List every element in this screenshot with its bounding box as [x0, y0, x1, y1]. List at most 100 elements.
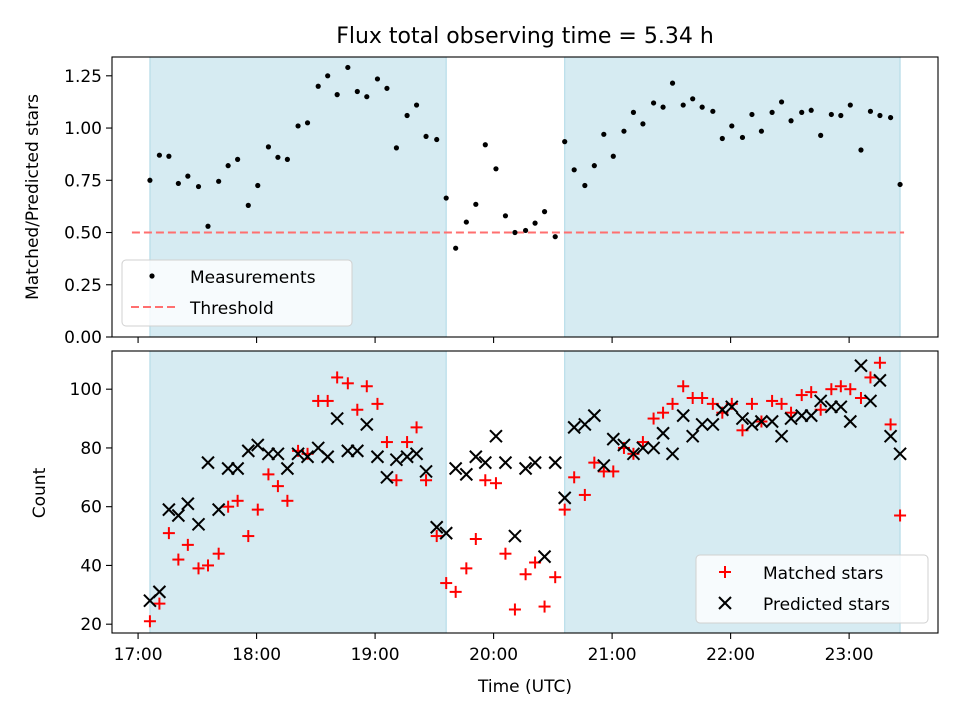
measurement-point	[482, 142, 488, 148]
measurement-point	[147, 177, 153, 183]
top-measurement-points	[147, 64, 903, 251]
matched-star-point	[825, 383, 838, 396]
predicted-star-point	[478, 455, 493, 470]
matched-star-point	[331, 371, 344, 384]
measurement-point	[255, 182, 261, 189]
measurement-point	[245, 202, 251, 208]
matched-star-point	[212, 547, 225, 560]
legend-matched-label: Matched stars	[763, 564, 883, 584]
predicted-star-point	[469, 450, 483, 464]
predicted-star-point	[745, 417, 759, 432]
legend-predicted-marker	[718, 596, 732, 610]
matched-star-point	[538, 600, 551, 613]
predicted-star-point	[518, 461, 533, 476]
measurement-point	[175, 180, 181, 187]
measurement-point	[443, 195, 449, 201]
matched-star-point	[479, 474, 492, 487]
measurement-point	[858, 147, 864, 153]
xtick-label: 17:00	[114, 645, 163, 665]
matched-star-point	[588, 456, 601, 469]
measurement-point	[235, 156, 241, 162]
predicted-star-point	[863, 394, 878, 408]
measurement-point	[630, 109, 637, 115]
measurement-point	[650, 100, 657, 106]
matched-star-point	[351, 403, 364, 416]
matched-star-point	[508, 603, 521, 616]
top-legend: Measurements Threshold	[121, 259, 353, 327]
matched-star-point	[162, 527, 175, 540]
matched-star-point	[262, 468, 275, 481]
predicted-star-point	[695, 417, 709, 432]
predicted-star-point	[350, 444, 365, 458]
matched-star-point	[192, 562, 205, 575]
measurement-point	[166, 153, 172, 159]
predicted-star-point	[508, 529, 522, 543]
predicted-star-point	[765, 414, 779, 429]
predicted-star-point	[380, 470, 394, 485]
top-legend-box	[121, 259, 353, 327]
predicted-star-point	[241, 444, 255, 458]
predicted-star-point	[824, 400, 839, 414]
measurement-point	[334, 92, 340, 98]
matched-star-point	[499, 547, 512, 560]
predicted-star-point	[430, 520, 444, 534]
predicted-star-point	[221, 461, 235, 476]
measurement-point	[502, 213, 509, 219]
matched-star-point	[222, 500, 235, 513]
measurement-point	[185, 173, 191, 179]
measurement-point	[404, 112, 410, 119]
top-ytick-label: 0.25	[64, 276, 102, 296]
predicted-star-point	[795, 408, 809, 423]
top-ytick-label: 0.75	[64, 171, 102, 191]
measurement-point	[828, 111, 834, 118]
matched-star-point	[657, 406, 670, 419]
predicted-star-point	[626, 447, 641, 461]
matched-star-point	[341, 377, 354, 390]
matched-star-point	[805, 386, 818, 399]
matched-star-point	[844, 383, 857, 396]
predicted-star-point	[280, 461, 295, 476]
matched-star-point	[834, 380, 847, 393]
predicted-star-point	[656, 426, 670, 440]
xtick-label: 22:00	[706, 645, 755, 665]
measurement-point	[680, 102, 686, 108]
measurement-point	[205, 223, 211, 229]
measurement-point	[473, 201, 479, 207]
matched-star-point	[884, 418, 897, 431]
top-x-ticks	[137, 337, 850, 343]
top-y-axis-label: Matched/Predicted stars	[23, 94, 43, 300]
measurement-point	[769, 109, 775, 115]
predicted-star-point	[448, 461, 463, 476]
predicted-star-point	[715, 403, 730, 417]
predicted-star-point	[893, 447, 907, 461]
matched-star-point	[785, 406, 798, 419]
predicted-star-point	[489, 429, 503, 443]
predicted-star-point	[370, 450, 385, 464]
predicted-star-point	[636, 441, 650, 455]
matched-star-point	[854, 392, 867, 404]
predicted-star-point	[291, 447, 305, 461]
measurement-point	[325, 73, 331, 79]
measurement-point	[877, 112, 883, 119]
top-ytick-label: 0.50	[64, 224, 102, 244]
matched-star-point	[775, 397, 788, 410]
measurement-point	[522, 227, 529, 234]
measurement-point	[621, 128, 627, 134]
measurement-point	[739, 134, 746, 141]
bottom-predicted-points	[143, 358, 907, 608]
matched-star-point	[864, 371, 877, 384]
predicted-star-point	[685, 429, 700, 443]
matched-star-point	[766, 394, 779, 407]
predicted-star-point	[873, 373, 887, 388]
measurement-point	[710, 108, 716, 114]
matched-star-point	[558, 503, 571, 516]
matched-star-point	[271, 480, 284, 493]
measurement-point	[799, 109, 805, 115]
bottom-ytick-label: 20	[80, 615, 102, 635]
bottom-y-axis-label: Count	[30, 467, 50, 518]
matched-star-point	[153, 597, 166, 610]
measurement-point	[284, 156, 290, 162]
predicted-star-point	[606, 432, 620, 446]
matched-star-point	[549, 571, 562, 584]
